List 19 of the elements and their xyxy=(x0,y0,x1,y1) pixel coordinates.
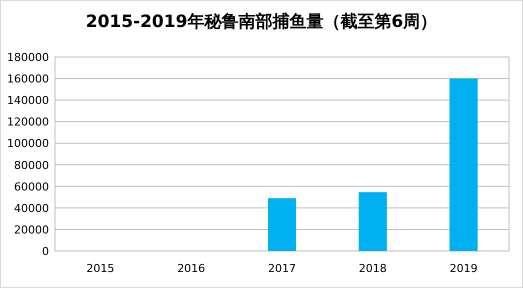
bar xyxy=(450,78,478,251)
x-tick-label: 2015 xyxy=(86,262,114,275)
y-tick-label: 60000 xyxy=(14,180,49,194)
bar xyxy=(268,198,296,251)
y-tick-label: 80000 xyxy=(14,158,49,172)
y-tick-label: 100000 xyxy=(7,137,49,150)
x-tick-label: 2019 xyxy=(450,262,478,275)
y-tick-label: 120000 xyxy=(7,116,49,129)
y-tick-label: 40000 xyxy=(14,202,49,215)
x-tick-label: 2017 xyxy=(268,262,296,275)
y-tick-label: 180000 xyxy=(7,51,49,64)
y-tick-label: 20000 xyxy=(14,223,49,236)
chart-title: 2015-2019年秘鲁南部捕鱼量（截至第6周） xyxy=(86,12,438,32)
x-tick-label: 2018 xyxy=(358,262,387,275)
y-tick-label: 0 xyxy=(42,245,49,258)
y-tick-label: 140000 xyxy=(7,94,49,108)
x-tick-label: 2016 xyxy=(177,262,206,275)
y-tick-label: 160000 xyxy=(7,72,49,86)
bar xyxy=(358,192,387,251)
